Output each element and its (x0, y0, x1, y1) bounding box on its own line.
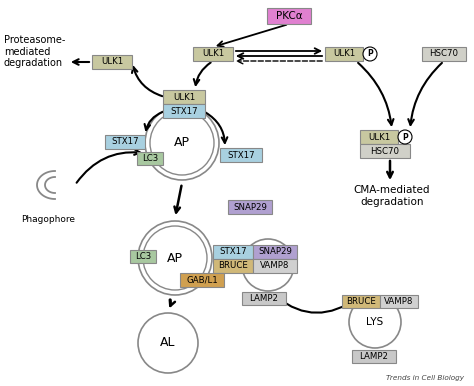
Text: LYS: LYS (366, 317, 383, 327)
Text: CMA-mediated
degradation: CMA-mediated degradation (354, 185, 430, 207)
Text: ULK1: ULK1 (101, 58, 123, 66)
Text: VAMP8: VAMP8 (384, 297, 414, 306)
FancyBboxPatch shape (137, 152, 163, 165)
Text: SNAP29: SNAP29 (258, 247, 292, 257)
Circle shape (398, 130, 412, 144)
FancyBboxPatch shape (105, 135, 145, 149)
Text: LC3: LC3 (135, 252, 151, 261)
FancyBboxPatch shape (253, 259, 297, 273)
Text: LYS: LYS (259, 260, 277, 270)
Text: BRUCE: BRUCE (218, 261, 248, 271)
FancyBboxPatch shape (163, 104, 205, 118)
FancyBboxPatch shape (342, 295, 380, 308)
FancyBboxPatch shape (267, 8, 311, 24)
FancyBboxPatch shape (352, 350, 396, 363)
Text: STX17: STX17 (170, 107, 198, 115)
Text: LAMP2: LAMP2 (359, 352, 389, 361)
Text: HSC70: HSC70 (371, 147, 400, 156)
Text: PKCα: PKCα (276, 11, 302, 21)
Text: Proteasome-
mediated
degradation: Proteasome- mediated degradation (4, 35, 65, 68)
Text: P: P (367, 49, 373, 59)
Text: LC3: LC3 (142, 154, 158, 163)
Text: HSC70: HSC70 (429, 49, 458, 59)
Text: SNAP29: SNAP29 (233, 203, 267, 212)
Text: Trends in Cell Biology: Trends in Cell Biology (386, 375, 464, 381)
Circle shape (143, 226, 207, 290)
FancyBboxPatch shape (422, 47, 466, 61)
FancyBboxPatch shape (213, 245, 253, 259)
FancyBboxPatch shape (163, 90, 205, 104)
Text: ULK1: ULK1 (202, 49, 224, 59)
Text: AP: AP (167, 252, 183, 264)
FancyBboxPatch shape (360, 144, 410, 158)
FancyBboxPatch shape (242, 292, 286, 305)
FancyBboxPatch shape (380, 295, 418, 308)
Text: STX17: STX17 (111, 137, 139, 147)
FancyBboxPatch shape (92, 55, 132, 69)
Text: LAMP2: LAMP2 (249, 294, 279, 303)
Text: VAMP8: VAMP8 (260, 261, 290, 271)
FancyBboxPatch shape (213, 259, 253, 273)
Text: ULK1: ULK1 (173, 93, 195, 102)
Text: Phagophore: Phagophore (21, 215, 75, 224)
Text: GAB/L1: GAB/L1 (186, 276, 218, 284)
Circle shape (349, 296, 401, 348)
Text: STX17: STX17 (219, 247, 247, 257)
Text: BRUCE: BRUCE (346, 297, 376, 306)
Text: ULK1: ULK1 (368, 132, 390, 142)
FancyBboxPatch shape (130, 250, 156, 263)
Text: ULK1: ULK1 (333, 49, 355, 59)
Circle shape (145, 106, 219, 180)
Circle shape (138, 221, 212, 295)
FancyBboxPatch shape (325, 47, 363, 61)
FancyBboxPatch shape (360, 130, 398, 144)
FancyBboxPatch shape (253, 245, 297, 259)
Text: AL: AL (160, 337, 176, 349)
Circle shape (363, 47, 377, 61)
FancyBboxPatch shape (180, 273, 224, 287)
Text: STX17: STX17 (227, 151, 255, 159)
Circle shape (138, 313, 198, 373)
FancyBboxPatch shape (193, 47, 233, 61)
FancyBboxPatch shape (228, 200, 272, 214)
Circle shape (150, 111, 214, 175)
Text: P: P (402, 132, 408, 142)
Circle shape (242, 239, 294, 291)
Text: AP: AP (174, 137, 190, 149)
FancyBboxPatch shape (220, 148, 262, 162)
